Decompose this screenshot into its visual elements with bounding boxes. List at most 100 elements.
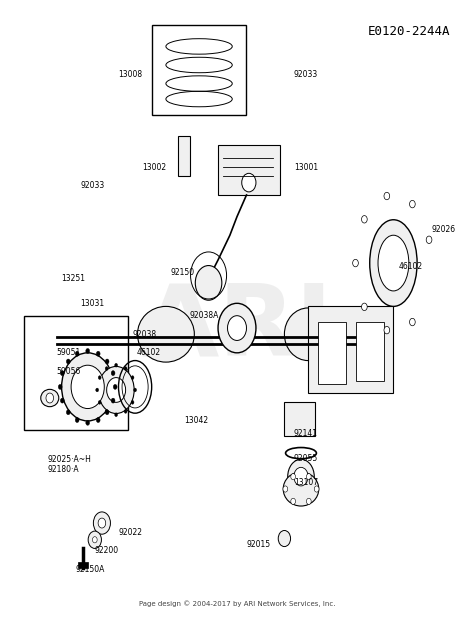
- Text: 92026: 92026: [431, 225, 456, 233]
- Text: 92150A: 92150A: [76, 565, 105, 574]
- Circle shape: [98, 366, 134, 413]
- Circle shape: [291, 498, 296, 504]
- Circle shape: [107, 378, 126, 402]
- Circle shape: [288, 459, 314, 494]
- Circle shape: [98, 376, 101, 379]
- Circle shape: [134, 388, 137, 392]
- Circle shape: [218, 303, 256, 353]
- Circle shape: [92, 537, 97, 543]
- Circle shape: [362, 215, 367, 223]
- Circle shape: [115, 413, 118, 417]
- Text: 92038A: 92038A: [190, 311, 219, 320]
- Circle shape: [410, 318, 415, 326]
- Circle shape: [228, 316, 246, 340]
- Bar: [152, 25, 246, 115]
- Bar: [308, 306, 393, 393]
- Circle shape: [66, 410, 70, 415]
- Circle shape: [353, 259, 358, 267]
- Circle shape: [195, 266, 222, 300]
- Circle shape: [105, 410, 109, 415]
- Circle shape: [113, 384, 117, 389]
- Text: 92015: 92015: [246, 540, 271, 549]
- Circle shape: [278, 530, 291, 547]
- Bar: [178, 136, 190, 176]
- Circle shape: [98, 400, 101, 404]
- Circle shape: [124, 410, 127, 413]
- Circle shape: [46, 393, 54, 403]
- Circle shape: [93, 512, 110, 534]
- Text: 59051: 59051: [56, 348, 81, 357]
- Circle shape: [306, 474, 311, 480]
- Text: 92033: 92033: [294, 70, 318, 79]
- Circle shape: [60, 371, 64, 376]
- Text: 13107: 13107: [294, 478, 318, 487]
- Text: 92200: 92200: [95, 547, 119, 555]
- Circle shape: [58, 384, 62, 389]
- Bar: [284, 402, 315, 436]
- Circle shape: [105, 410, 108, 413]
- Bar: [24, 316, 128, 430]
- Circle shape: [426, 236, 432, 243]
- Circle shape: [131, 376, 134, 379]
- Text: 13001: 13001: [294, 163, 318, 171]
- Text: 92033: 92033: [80, 181, 104, 190]
- Circle shape: [62, 353, 114, 421]
- Circle shape: [71, 365, 104, 409]
- Circle shape: [306, 498, 311, 504]
- Bar: [356, 322, 384, 381]
- Ellipse shape: [283, 472, 319, 506]
- Circle shape: [384, 326, 390, 334]
- Circle shape: [291, 474, 296, 480]
- Text: E0120-2244A: E0120-2244A: [368, 25, 450, 38]
- Circle shape: [98, 518, 106, 528]
- Circle shape: [283, 486, 288, 492]
- Circle shape: [105, 366, 108, 370]
- Text: 13251: 13251: [61, 274, 85, 283]
- Circle shape: [60, 398, 64, 403]
- Text: 13002: 13002: [142, 163, 166, 171]
- Circle shape: [384, 193, 390, 200]
- Ellipse shape: [41, 389, 59, 407]
- Circle shape: [124, 366, 127, 370]
- Bar: [78, 562, 88, 568]
- Circle shape: [294, 467, 308, 486]
- Ellipse shape: [378, 235, 409, 291]
- Circle shape: [75, 351, 79, 356]
- Circle shape: [111, 398, 115, 403]
- Text: ARI: ARI: [141, 280, 333, 376]
- Text: 92022: 92022: [118, 528, 143, 537]
- Circle shape: [314, 486, 319, 492]
- Circle shape: [111, 371, 115, 376]
- Ellipse shape: [137, 306, 194, 362]
- Text: 59056: 59056: [56, 367, 81, 376]
- Circle shape: [96, 388, 99, 392]
- Bar: [318, 322, 346, 384]
- Text: 13031: 13031: [80, 299, 104, 308]
- Circle shape: [115, 363, 118, 367]
- Circle shape: [131, 400, 134, 404]
- Text: 92025·A~H
92180·A: 92025·A~H 92180·A: [47, 454, 91, 474]
- Circle shape: [242, 173, 256, 192]
- Circle shape: [66, 359, 70, 364]
- Text: 46102: 46102: [137, 348, 161, 357]
- Text: 13008: 13008: [118, 70, 142, 79]
- Circle shape: [410, 201, 415, 208]
- Ellipse shape: [284, 308, 332, 360]
- Circle shape: [75, 418, 79, 423]
- Circle shape: [86, 348, 90, 353]
- Bar: [218, 145, 280, 195]
- Text: Page design © 2004-2017 by ARI Network Services, Inc.: Page design © 2004-2017 by ARI Network S…: [139, 600, 335, 607]
- Text: 46102: 46102: [398, 262, 422, 271]
- Circle shape: [362, 303, 367, 311]
- Circle shape: [88, 531, 101, 548]
- Text: 13042: 13042: [184, 417, 209, 425]
- Circle shape: [96, 418, 100, 423]
- Circle shape: [86, 420, 90, 425]
- Text: 92150: 92150: [171, 268, 195, 277]
- Text: 92141: 92141: [294, 429, 318, 438]
- Ellipse shape: [370, 220, 417, 306]
- Text: 92038: 92038: [132, 330, 156, 339]
- Circle shape: [105, 359, 109, 364]
- Text: 92055: 92055: [294, 454, 318, 462]
- Circle shape: [96, 351, 100, 356]
